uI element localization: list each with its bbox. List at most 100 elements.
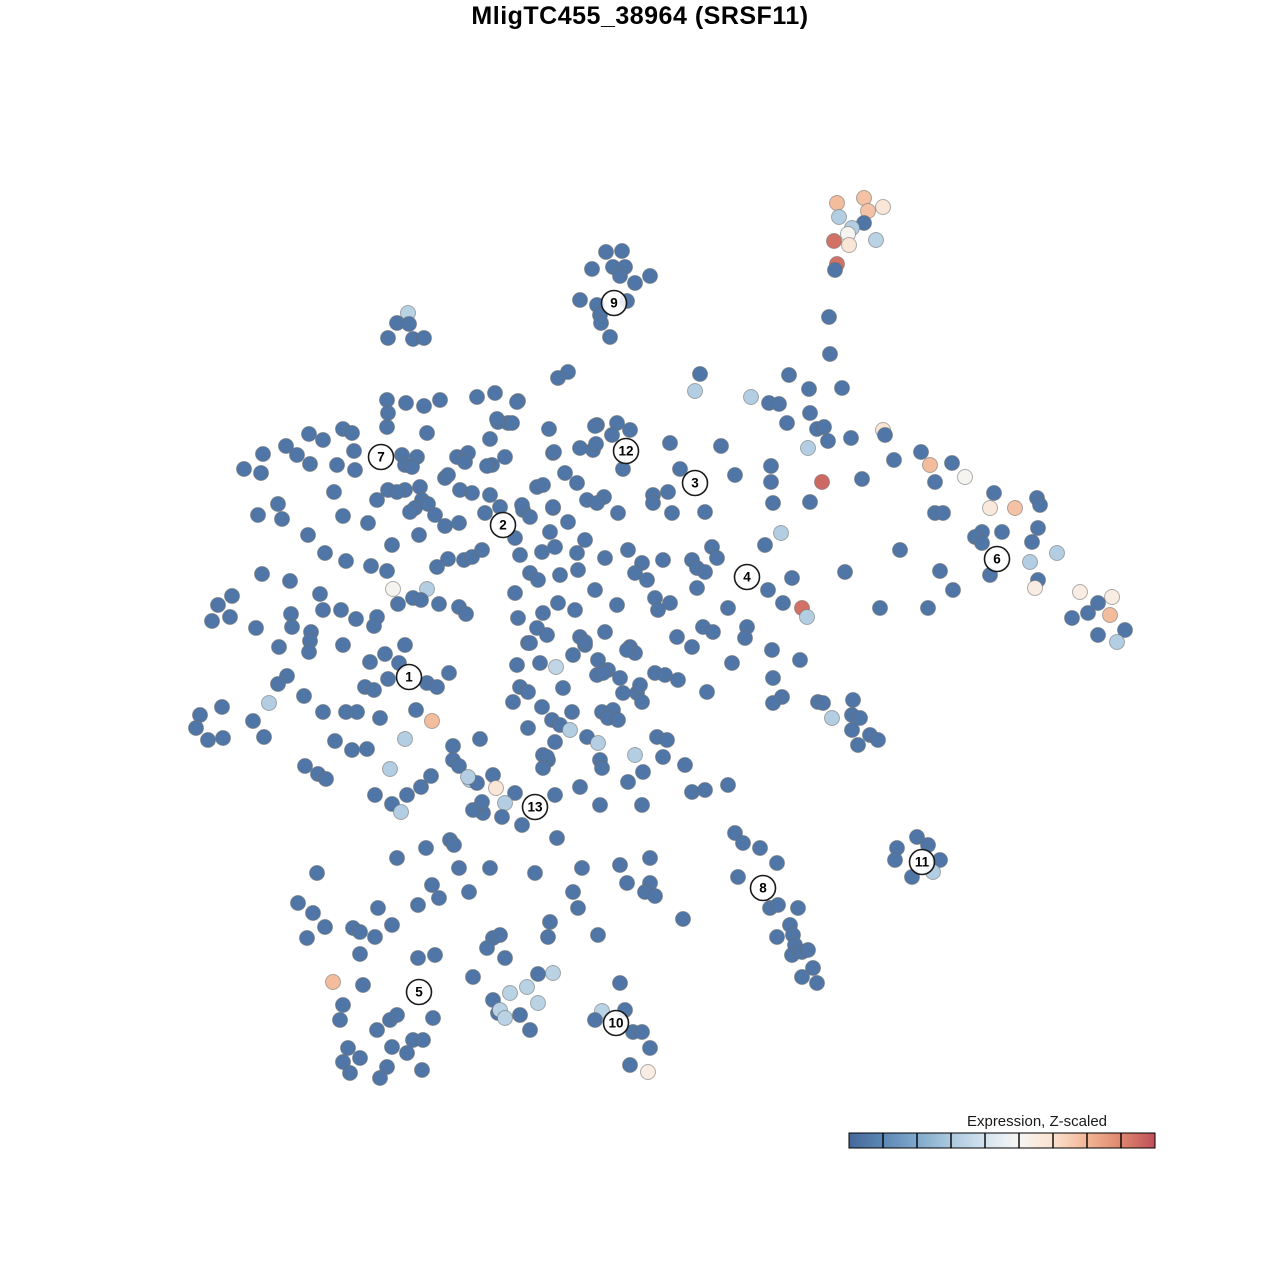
data-point (920, 600, 936, 616)
data-point (724, 655, 740, 671)
data-point (824, 710, 840, 726)
data-point (352, 924, 368, 940)
data-point (610, 505, 626, 521)
data-point (214, 699, 230, 715)
data-point (245, 713, 261, 729)
data-point (913, 444, 929, 460)
legend-tick-label: 3.3 (1010, 0, 1028, 3)
data-point (236, 461, 252, 477)
cluster-label-circle (600, 289, 628, 317)
data-point (359, 741, 375, 757)
data-point (402, 504, 418, 520)
data-point (507, 785, 523, 801)
data-point (382, 761, 398, 777)
data-point (1072, 584, 1088, 600)
data-point (684, 784, 700, 800)
data-point (642, 1040, 658, 1056)
data-point (446, 837, 462, 853)
data-point (390, 596, 406, 612)
data-point (1027, 580, 1043, 596)
data-point (720, 600, 736, 616)
data-point (497, 795, 513, 811)
data-point (355, 977, 371, 993)
data-point (655, 749, 671, 765)
data-point (385, 581, 401, 597)
data-point (335, 997, 351, 1013)
data-point (370, 900, 386, 916)
data-point (1030, 520, 1046, 536)
data-point (369, 492, 385, 508)
data-point (837, 564, 853, 580)
data-point (584, 261, 600, 277)
data-point (352, 1050, 368, 1066)
cluster-label-number: 3 (691, 476, 699, 491)
data-point (261, 695, 277, 711)
data-point (870, 732, 886, 748)
data-point (760, 582, 776, 598)
data-point (460, 769, 476, 785)
data-point (645, 495, 661, 511)
data-point (982, 500, 998, 516)
data-point (502, 985, 518, 1001)
data-point (590, 927, 606, 943)
legend-gradient-bar (848, 1132, 1156, 1149)
data-point (315, 602, 331, 618)
data-point (771, 396, 787, 412)
data-point (545, 499, 561, 515)
data-point (278, 438, 294, 454)
data-point (752, 840, 768, 856)
data-point (552, 567, 568, 583)
data-point (634, 694, 650, 710)
data-point (564, 704, 580, 720)
cluster-label-number: 2 (499, 518, 507, 533)
data-point (1117, 622, 1133, 638)
data-point (1080, 605, 1096, 621)
data-point (487, 385, 503, 401)
data-point (655, 552, 671, 568)
data-point (437, 518, 453, 534)
cluster-label: 2 (489, 511, 517, 539)
data-point (451, 758, 467, 774)
data-point (805, 960, 821, 976)
cluster-label-circle (983, 545, 1011, 573)
data-point (697, 564, 713, 580)
data-point (619, 875, 635, 891)
data-point (660, 484, 676, 500)
data-point (254, 566, 270, 582)
data-point (301, 426, 317, 442)
data-point (362, 654, 378, 670)
data-point (634, 1024, 650, 1040)
data-point (800, 942, 816, 958)
data-point (389, 484, 405, 500)
data-point (222, 609, 238, 625)
data-point (562, 722, 578, 738)
data-point (909, 829, 925, 845)
data-point (1022, 554, 1038, 570)
data-point (256, 729, 272, 745)
data-point (589, 495, 605, 511)
data-point (522, 1022, 538, 1038)
data-point (384, 917, 400, 933)
data-point (215, 730, 231, 746)
data-point (369, 1022, 385, 1038)
data-point (620, 542, 636, 558)
data-point (519, 979, 535, 995)
data-point (312, 586, 328, 602)
data-point (822, 346, 838, 362)
data-point (497, 449, 513, 465)
cluster-label-circle (681, 469, 709, 497)
data-point (380, 671, 396, 687)
data-point (504, 415, 520, 431)
data-point (282, 573, 298, 589)
data-point (412, 479, 428, 495)
data-point (1090, 627, 1106, 643)
data-point (451, 515, 467, 531)
data-point (416, 330, 432, 346)
data-point (530, 995, 546, 1011)
data-point (557, 465, 573, 481)
data-point (520, 720, 536, 736)
data-point (932, 563, 948, 579)
data-point (735, 835, 751, 851)
plot-title: MligTC455_38964 (SRSF11) (471, 2, 809, 30)
